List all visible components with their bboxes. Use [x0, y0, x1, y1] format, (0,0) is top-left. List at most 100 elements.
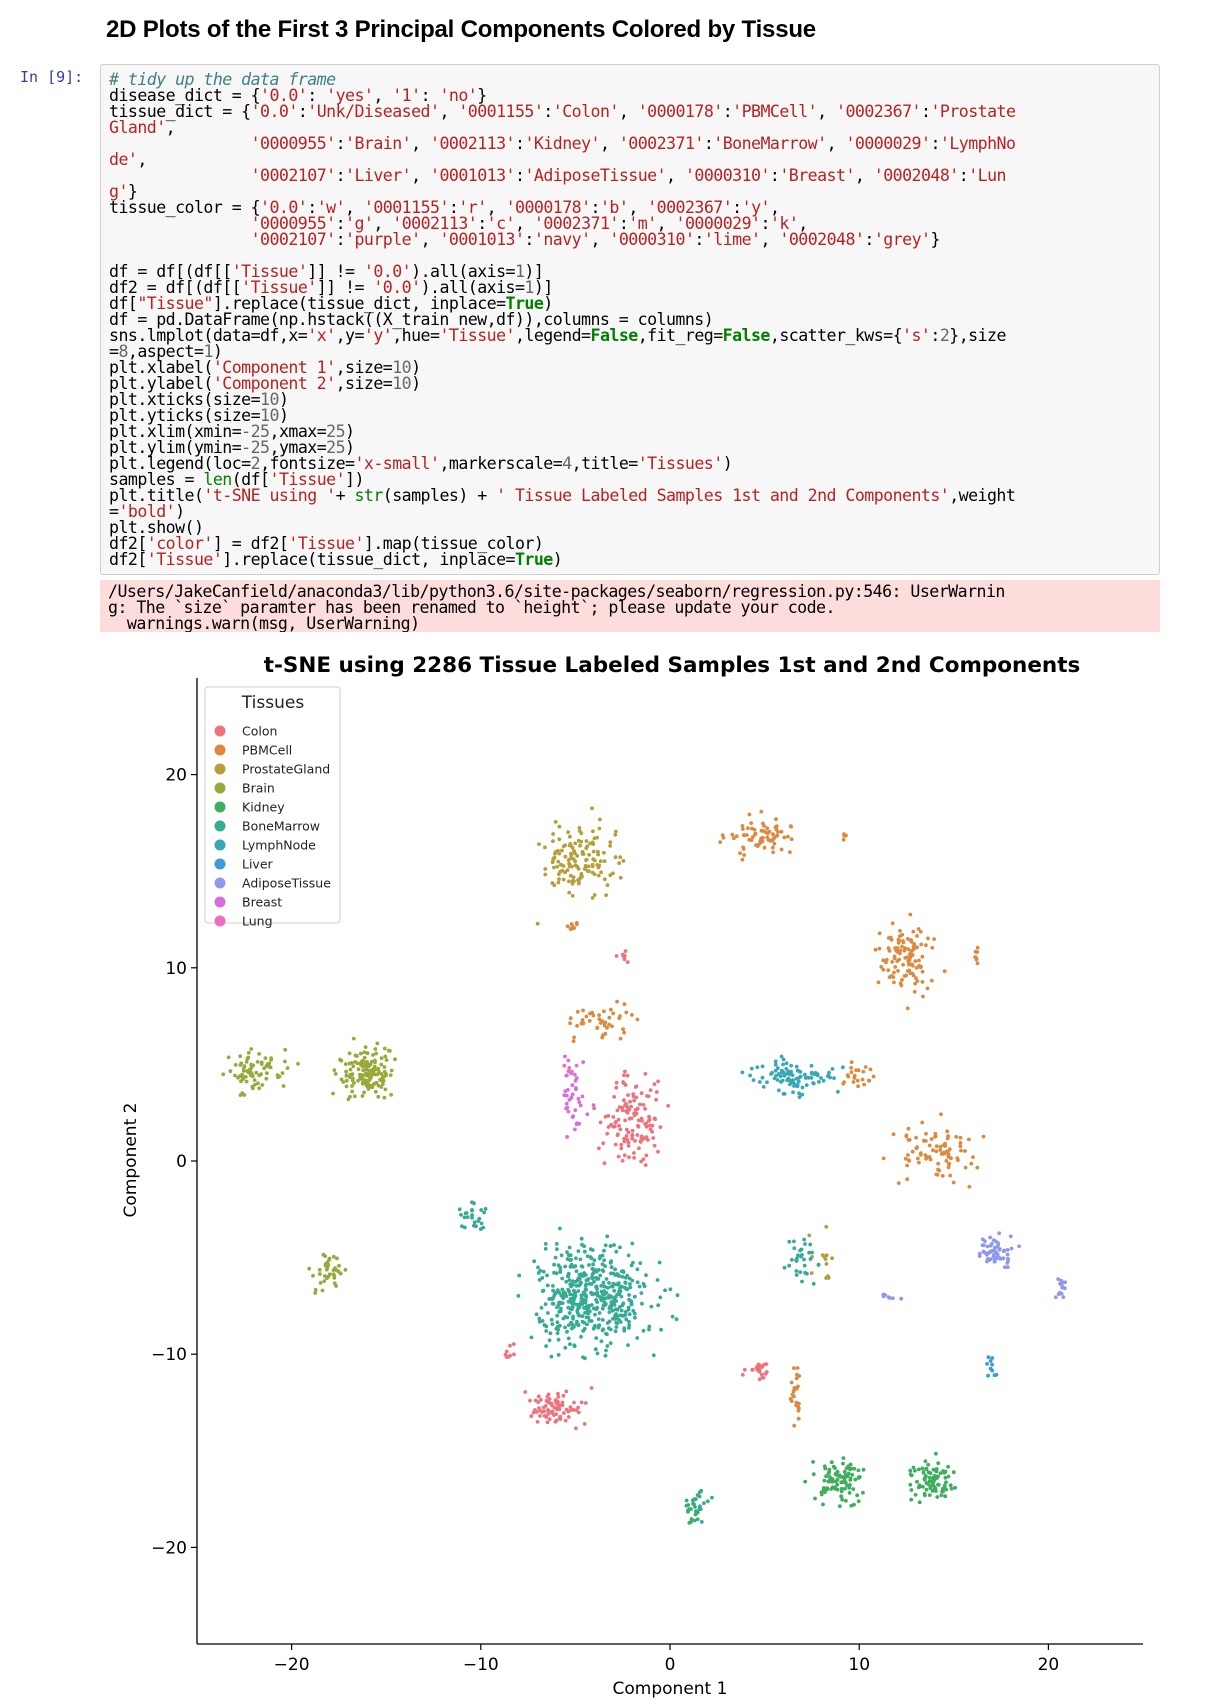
code-token: } — [930, 230, 940, 249]
data-point — [384, 1073, 388, 1078]
data-point — [904, 1133, 909, 1138]
data-point — [532, 1259, 537, 1264]
data-point — [843, 1480, 848, 1485]
data-point — [547, 1338, 552, 1343]
data-point — [935, 1172, 940, 1177]
data-point — [924, 1467, 929, 1472]
data-point — [561, 1411, 566, 1415]
data-point — [370, 1085, 375, 1090]
data-point — [595, 863, 600, 867]
data-point — [967, 1137, 971, 1142]
code-token: plt.xticks(size= — [109, 390, 261, 409]
data-point — [597, 826, 602, 831]
data-point — [574, 1426, 578, 1431]
data-point — [579, 1334, 583, 1339]
data-point — [923, 1153, 928, 1158]
series-brain — [221, 1036, 397, 1295]
code-token: 'w' — [316, 198, 346, 217]
code-token: plt.xlim(xmin= — [109, 422, 242, 441]
data-point — [553, 1255, 558, 1260]
code-token: str — [354, 486, 383, 505]
data-point — [630, 1133, 635, 1138]
data-point — [912, 942, 917, 946]
data-point — [318, 1272, 322, 1276]
code-token: : — [514, 134, 525, 153]
data-point — [938, 1144, 943, 1149]
data-point — [577, 1283, 581, 1288]
data-point — [605, 1131, 610, 1136]
data-point — [573, 859, 577, 864]
data-point — [591, 829, 595, 834]
code-token: ).all(axis= — [420, 278, 525, 297]
data-point — [988, 1359, 993, 1363]
data-point — [946, 1165, 951, 1170]
data-point — [575, 1308, 580, 1313]
code-token: sns.lmplot(data=df,x= — [109, 326, 308, 345]
data-point — [1005, 1261, 1010, 1265]
code-line: '0002107':'Liver', '0001013':'AdiposeTis… — [109, 166, 1007, 185]
data-point — [558, 1265, 563, 1270]
data-point — [747, 812, 752, 817]
data-point — [582, 1244, 586, 1249]
data-point — [619, 1142, 624, 1147]
data-point — [360, 1094, 365, 1098]
code-token: ) — [722, 454, 733, 473]
data-point — [585, 1112, 590, 1117]
data-point — [622, 1002, 627, 1007]
code-cell-input[interactable]: # tidy up the data frame disease_dict = … — [100, 64, 1160, 575]
data-point — [389, 1092, 393, 1097]
data-point — [833, 1466, 837, 1470]
data-point — [848, 1476, 853, 1481]
code-line: plt.yticks(size=10) — [109, 406, 289, 425]
code-token: 'Component 1' — [212, 358, 336, 377]
data-point — [753, 831, 758, 836]
data-point — [914, 1135, 918, 1140]
data-point — [612, 1296, 617, 1301]
data-point — [613, 1329, 618, 1334]
data-point — [604, 1291, 609, 1295]
data-point — [543, 1242, 548, 1246]
data-point — [569, 1095, 574, 1100]
data-point — [830, 1256, 834, 1261]
data-point — [921, 994, 925, 999]
data-point — [899, 1296, 904, 1301]
data-point — [558, 1268, 563, 1273]
data-point — [849, 1065, 853, 1070]
legend-label: BoneMarrow — [242, 819, 320, 834]
data-point — [372, 1067, 377, 1072]
data-point — [738, 851, 742, 855]
data-point — [921, 1470, 926, 1474]
data-point — [913, 1493, 918, 1497]
data-point — [933, 1134, 937, 1139]
data-point — [470, 1200, 474, 1205]
data-point — [567, 1278, 572, 1282]
data-point — [551, 832, 555, 836]
data-point — [687, 1521, 692, 1525]
data-point — [963, 1165, 968, 1170]
data-point — [482, 1210, 486, 1215]
data-point — [958, 1135, 963, 1140]
data-point — [848, 1483, 852, 1487]
data-point — [789, 837, 794, 841]
data-point — [837, 1504, 842, 1508]
data-point — [573, 841, 578, 846]
y-tick-label: −20 — [151, 1538, 187, 1558]
data-point — [757, 1377, 762, 1382]
data-point — [369, 1075, 373, 1080]
data-point — [344, 1073, 349, 1078]
code-line: df2['Tissue'].replace(tissue_dict, inpla… — [109, 550, 563, 569]
data-point — [543, 845, 547, 850]
data-point — [905, 1177, 910, 1182]
data-point — [647, 1327, 651, 1332]
code-token: 25 — [326, 422, 346, 441]
code-token: 'PBMCell' — [732, 102, 818, 121]
data-point — [543, 1247, 548, 1251]
data-point — [926, 936, 930, 941]
data-point — [614, 1312, 619, 1316]
data-point — [599, 870, 603, 875]
data-point — [600, 1253, 605, 1258]
data-point — [580, 1297, 585, 1301]
data-point — [755, 1364, 760, 1369]
data-point — [655, 1278, 660, 1282]
data-point — [802, 1072, 807, 1077]
